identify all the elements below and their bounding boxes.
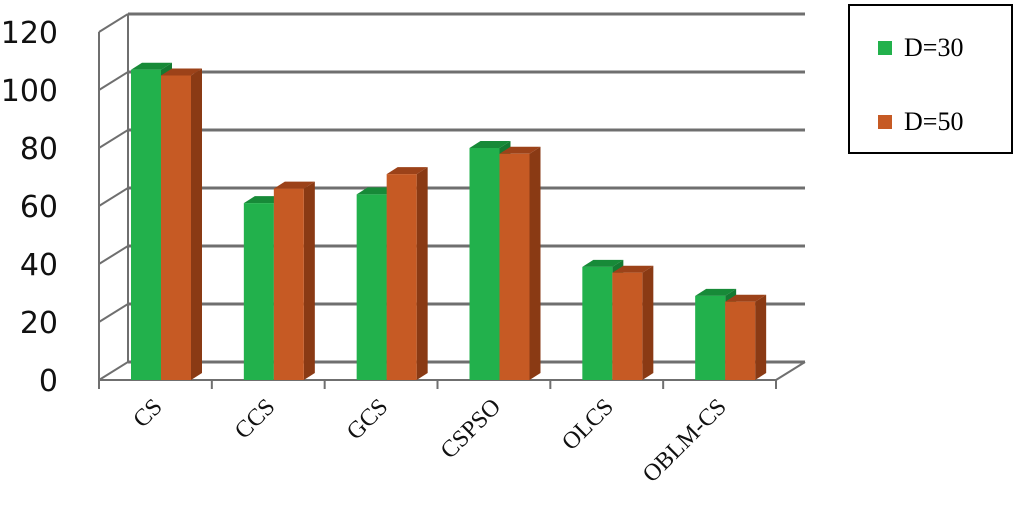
gridline-slant [98,245,129,265]
y-tick-label: 20 [20,306,58,341]
bar-side [529,146,541,380]
y-tick-label: 0 [39,364,58,399]
bar-top [612,265,654,273]
bar-top [499,146,541,154]
y-tick-label: 60 [20,190,58,225]
bar-side [191,68,202,380]
gridline-slant [98,361,129,381]
y-tick-label: 120 [1,16,58,51]
bar [356,194,387,380]
gridline-slant [98,129,129,149]
bar [695,295,726,380]
gridline-slant [98,71,129,91]
bar-top [131,62,172,70]
bar [386,174,417,380]
gridline-slant [98,187,129,207]
gridline-slant [98,303,129,323]
bar-top [582,259,624,267]
y-tick-label: 40 [20,248,58,283]
x-tick-label: OLCS [557,394,619,456]
floor-edge [775,361,806,381]
x-tick-label: CCS [230,394,280,444]
bar-top [695,288,737,296]
bar [161,75,191,380]
bar [469,148,500,380]
legend-label-d30: D=30 [904,33,964,62]
legend-label-d50: D=50 [904,107,964,136]
bar [725,301,756,380]
x-tick-label: OBLM-CS [638,394,732,488]
bar-top [273,181,315,189]
bar [612,272,643,380]
x-tick-label: GCS [342,394,393,445]
bar [243,203,274,380]
legend: D=30 D=50 [848,4,1013,154]
bar-top [725,294,767,302]
y-tick-label: 80 [20,132,58,167]
bar-side [303,181,315,380]
gridlines [98,12,805,381]
gridline-slant [98,13,129,33]
bar [131,69,161,380]
axes [98,14,806,389]
y-tick-label: 100 [1,74,58,109]
bar [582,266,613,380]
bar-side [755,294,767,380]
x-tick-labels: CS CCS GCS CSPSO OLCS OBLM-CS [129,394,732,488]
bar-side [416,167,428,380]
legend-swatch-d50 [878,115,892,129]
bar-top [386,167,428,175]
x-tick-label: CSPSO [436,394,506,464]
legend-item-d50: D=50 [878,107,964,136]
y-tick-labels: 0 20 40 60 80 100 120 [1,16,58,399]
bar [499,153,530,380]
legend-swatch-d30 [878,41,892,55]
x-tick-label: CS [129,394,168,433]
legend-item-d30: D=30 [878,33,964,62]
bar-side [642,265,654,380]
bar-top [161,68,202,76]
bars [131,62,767,380]
bar [273,188,304,380]
bar-top [469,141,511,148]
